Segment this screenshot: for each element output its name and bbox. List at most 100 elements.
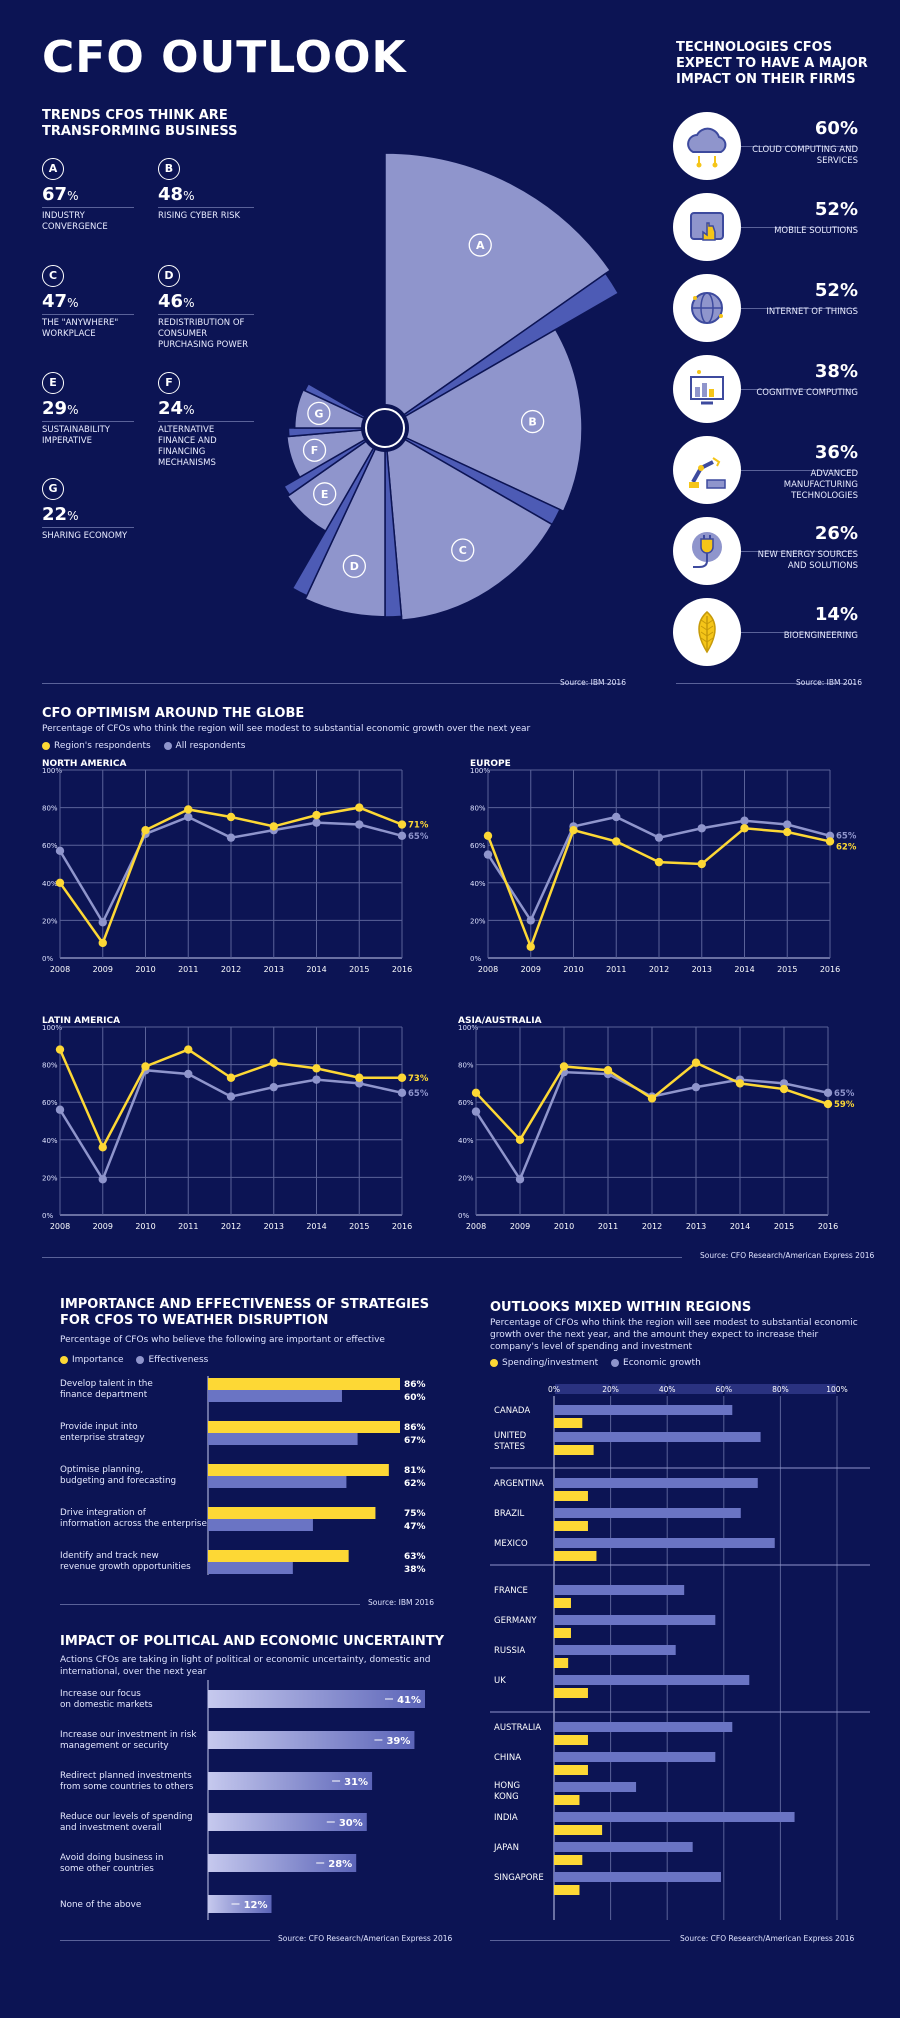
importance-value: 86% <box>404 1423 426 1433</box>
tech-item: 38% COGNITIVE COMPUTING <box>750 361 858 399</box>
tech-label: ADVANCED MANUFACTURING TECHNOLOGIES <box>783 469 858 501</box>
y-tick-label: 20% <box>458 1174 474 1182</box>
growth-bar <box>554 1675 750 1685</box>
trend-letter-badge: C <box>42 265 64 287</box>
spending-bar <box>554 1795 580 1805</box>
tech-label: MOBILE SOLUTIONS <box>774 226 858 236</box>
impact-bar <box>208 1813 367 1831</box>
tech-percent: 14% <box>814 604 858 625</box>
x-tick-label: 2012 <box>221 1222 241 1231</box>
impact-value: 41% <box>397 1695 421 1706</box>
x-tick-label: 60% <box>715 1385 732 1394</box>
importance-bar <box>208 1378 400 1390</box>
x-tick-label: 2015 <box>774 1222 794 1231</box>
data-point <box>654 857 664 867</box>
tech-label: INTERNET OF THINGS <box>766 307 858 317</box>
trend-item-g: G 22% SHARING ECONOMY <box>42 478 134 542</box>
growth-bar <box>554 1478 758 1488</box>
data-point <box>184 805 193 814</box>
impact-bar <box>208 1895 272 1913</box>
tech-percent: 52% <box>814 199 858 220</box>
data-point <box>269 1058 278 1067</box>
data-point <box>647 1094 657 1103</box>
rose-slice-edge <box>384 272 620 429</box>
trend-item-e: E 29% SUSTAINABILITY IMPERATIVE <box>42 372 134 447</box>
optimism-heading: CFO OPTIMISM AROUND THE GLOBE <box>42 706 305 721</box>
effectiveness-bar <box>208 1519 313 1531</box>
tech-label: CLOUD COMPUTING AND SERVICES <box>752 145 858 166</box>
tech-item: 60% CLOUD COMPUTING AND SERVICES <box>750 118 858 167</box>
x-tick-label: 2010 <box>135 965 155 974</box>
impact-bar <box>208 1690 425 1708</box>
line-chart-north-america: NORTH AMERICA 0% 20% 40% 60% 80% 100% 2008 2009 2… <box>42 759 429 974</box>
country-label: CHINA <box>494 1753 521 1763</box>
x-tick-label: 2009 <box>521 965 541 974</box>
data-point <box>141 1062 150 1071</box>
y-tick-label: 0% <box>470 955 481 963</box>
strategies-legend: Importance Effectiveness <box>60 1354 208 1366</box>
end-label-region: 71% <box>408 821 429 831</box>
tech-label: NEW ENERGY SOURCES AND SOLUTIONS <box>757 550 858 571</box>
country-label: UNITED <box>494 1431 527 1441</box>
data-point <box>823 1099 833 1109</box>
legend-growth-dot <box>611 1358 620 1367</box>
effectiveness-value: 62% <box>404 1479 426 1489</box>
trend-letter-badge: E <box>42 372 64 394</box>
data-point <box>184 812 193 822</box>
rose-slice-label: G <box>314 407 323 420</box>
end-label-all: 65% <box>408 832 429 842</box>
data-point <box>783 820 792 829</box>
strategy-label: enterprise strategy <box>60 1433 145 1443</box>
data-point <box>269 822 278 831</box>
x-tick-label: 2014 <box>306 1222 326 1231</box>
importance-value: 75% <box>404 1509 426 1519</box>
optimism-legend: Region's respondents All respondents <box>42 740 245 752</box>
spending-bar <box>554 1688 588 1698</box>
data-point <box>654 833 664 842</box>
x-tick-label: 80% <box>772 1385 789 1394</box>
impact-label: Avoid doing business in <box>60 1853 163 1863</box>
rose-slice-edge <box>291 427 386 597</box>
y-tick-label: 80% <box>42 1062 58 1070</box>
spending-bar <box>554 1551 597 1561</box>
line-chart-asia-australia: ASIA/AUSTRALIA 0% 20% 40% 60% 80% 100% 2008 2009… <box>458 1016 855 1231</box>
data-point <box>740 824 749 833</box>
x-tick-label: 2008 <box>466 1222 486 1231</box>
growth-bar <box>554 1508 741 1518</box>
trend-label: RISING CYBER RISK <box>158 211 241 221</box>
growth-bar <box>554 1405 733 1415</box>
x-tick-label: 2014 <box>734 965 754 974</box>
legend-spending-dot <box>490 1358 498 1367</box>
country-label: FRANCE <box>494 1586 528 1596</box>
growth-bar <box>554 1538 775 1548</box>
growth-bar <box>554 1812 795 1822</box>
impact-heading: IMPACT OF POLITICAL AND ECONOMIC UNCERTA… <box>60 1634 445 1649</box>
x-tick-label: 2010 <box>563 965 583 974</box>
country-label: ARGENTINA <box>494 1479 544 1489</box>
x-tick-label: 2016 <box>818 1222 838 1231</box>
data-point <box>397 1073 407 1082</box>
data-point <box>697 824 706 833</box>
effectiveness-value: 67% <box>404 1436 426 1446</box>
data-point <box>226 812 236 822</box>
data-point <box>98 1175 107 1184</box>
impact-source: Source: CFO Research/American Express 20… <box>278 1934 453 1943</box>
tech-item: 52% MOBILE SOLUTIONS <box>750 199 858 237</box>
effectiveness-value: 47% <box>404 1522 426 1532</box>
impact-value: 12% <box>244 1900 268 1911</box>
rose-slice-label: D <box>350 560 359 573</box>
chart-title: EUROPE <box>470 759 511 769</box>
y-tick-label: 60% <box>470 842 486 850</box>
end-label-region: 62% <box>836 842 857 852</box>
y-tick-label: 40% <box>458 1137 474 1145</box>
tech-percent: 38% <box>814 361 858 382</box>
impact-label: Reduce our levels of spending <box>60 1812 193 1822</box>
country-label: CANADA <box>494 1406 530 1416</box>
impact-label: some other countries <box>60 1864 154 1874</box>
rose-slice-label: B <box>528 416 536 429</box>
data-point <box>55 878 65 887</box>
y-tick-label: 40% <box>42 880 58 888</box>
importance-bar <box>208 1550 349 1562</box>
trend-percent: 47% <box>42 291 79 312</box>
